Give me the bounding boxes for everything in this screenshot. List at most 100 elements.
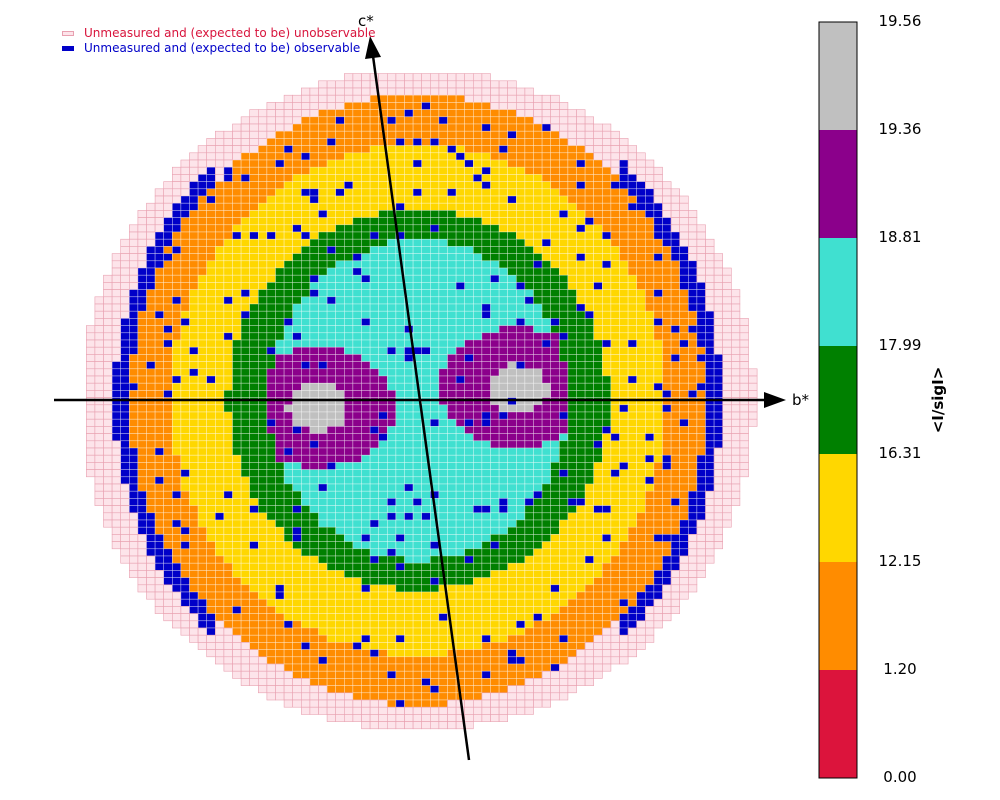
grid-cell bbox=[679, 202, 689, 211]
grid-cell bbox=[343, 447, 354, 456]
grid-cell bbox=[395, 548, 405, 557]
grid-cell bbox=[619, 548, 629, 557]
grid-cell bbox=[275, 562, 285, 571]
grid-cell bbox=[730, 433, 741, 442]
grid-cell bbox=[593, 505, 603, 514]
grid-cell bbox=[361, 195, 371, 204]
grid-cell bbox=[429, 166, 440, 175]
grid-cell bbox=[438, 159, 448, 168]
grid-cell bbox=[670, 490, 680, 499]
grid-cell bbox=[636, 440, 646, 449]
grid-cell bbox=[653, 404, 663, 413]
grid-cell bbox=[550, 138, 560, 146]
grid-cell bbox=[257, 238, 268, 247]
grid-cell bbox=[730, 440, 741, 449]
grid-cell bbox=[412, 512, 423, 521]
grid-cell bbox=[180, 174, 190, 182]
grid-cell bbox=[206, 469, 216, 478]
grid-cell bbox=[722, 361, 732, 370]
grid-cell bbox=[490, 339, 500, 348]
grid-cell bbox=[610, 238, 620, 247]
grid-cell bbox=[713, 498, 723, 506]
grid-cell bbox=[421, 260, 431, 269]
grid-cell bbox=[326, 289, 337, 298]
grid-cell bbox=[687, 375, 698, 384]
grid-cell bbox=[266, 145, 276, 154]
grid-cell bbox=[395, 490, 405, 499]
grid-cell bbox=[378, 534, 388, 542]
grid-cell bbox=[670, 584, 680, 593]
grid-cell bbox=[86, 332, 96, 341]
grid-cell bbox=[120, 433, 130, 442]
grid-cell bbox=[232, 469, 242, 478]
grid-cell bbox=[206, 325, 216, 334]
grid-cell bbox=[240, 116, 251, 125]
grid-cell bbox=[541, 289, 551, 298]
grid-cell bbox=[533, 433, 543, 442]
grid-cell bbox=[498, 411, 509, 420]
grid-cell bbox=[309, 591, 319, 600]
grid-cell bbox=[386, 346, 397, 355]
grid-cell bbox=[558, 238, 569, 247]
grid-cell bbox=[550, 418, 560, 427]
grid-cell bbox=[687, 426, 698, 434]
grid-cell bbox=[576, 498, 586, 506]
grid-cell bbox=[215, 224, 225, 233]
grid-cell bbox=[429, 411, 440, 420]
grid-cell bbox=[318, 361, 328, 370]
grid-cell bbox=[275, 476, 285, 485]
grid-cell bbox=[257, 346, 268, 355]
grid-cell bbox=[533, 166, 543, 175]
grid-cell bbox=[507, 548, 517, 557]
grid-cell bbox=[455, 548, 466, 557]
grid-cell bbox=[593, 303, 603, 312]
grid-cell bbox=[696, 289, 706, 298]
grid-cell bbox=[515, 426, 526, 434]
grid-cell bbox=[206, 210, 216, 218]
grid-cell bbox=[292, 598, 302, 607]
grid-cell bbox=[558, 519, 569, 528]
grid-cell bbox=[292, 584, 302, 593]
grid-cell bbox=[137, 562, 147, 571]
grid-cell bbox=[326, 346, 337, 355]
grid-cell bbox=[395, 346, 405, 355]
grid-cell bbox=[326, 123, 337, 132]
grid-cell bbox=[223, 483, 233, 492]
grid-cell bbox=[498, 231, 509, 240]
grid-cell bbox=[713, 469, 723, 478]
grid-cell bbox=[180, 591, 190, 600]
grid-cell bbox=[705, 519, 715, 528]
grid-cell bbox=[670, 188, 680, 197]
grid-cell bbox=[206, 217, 216, 226]
grid-cell bbox=[352, 555, 362, 564]
grid-cell bbox=[163, 447, 173, 456]
grid-cell bbox=[576, 361, 586, 370]
grid-cell bbox=[507, 390, 517, 398]
grid-cell bbox=[541, 181, 551, 190]
grid-cell bbox=[129, 519, 139, 528]
grid-cell bbox=[670, 591, 680, 600]
grid-cell bbox=[627, 260, 637, 269]
grid-cell bbox=[180, 613, 190, 622]
grid-cell bbox=[541, 505, 551, 514]
grid-cell bbox=[223, 138, 233, 146]
grid-cell bbox=[507, 411, 517, 420]
grid-cell bbox=[249, 375, 259, 384]
grid-cell bbox=[404, 253, 414, 262]
grid-cell bbox=[361, 282, 371, 290]
grid-cell bbox=[722, 368, 732, 377]
grid-cell bbox=[335, 346, 345, 355]
grid-cell bbox=[206, 152, 216, 161]
grid-cell bbox=[662, 253, 672, 262]
grid-cell bbox=[335, 354, 345, 362]
grid-cell bbox=[481, 318, 491, 326]
grid-cell bbox=[610, 188, 620, 197]
grid-cell bbox=[206, 296, 216, 305]
grid-cell bbox=[309, 541, 319, 550]
grid-cell bbox=[567, 577, 577, 586]
grid-cell bbox=[687, 440, 698, 449]
grid-cell bbox=[378, 361, 388, 370]
grid-cell bbox=[146, 361, 156, 370]
grid-cell bbox=[705, 267, 715, 276]
grid-cell bbox=[524, 411, 534, 420]
